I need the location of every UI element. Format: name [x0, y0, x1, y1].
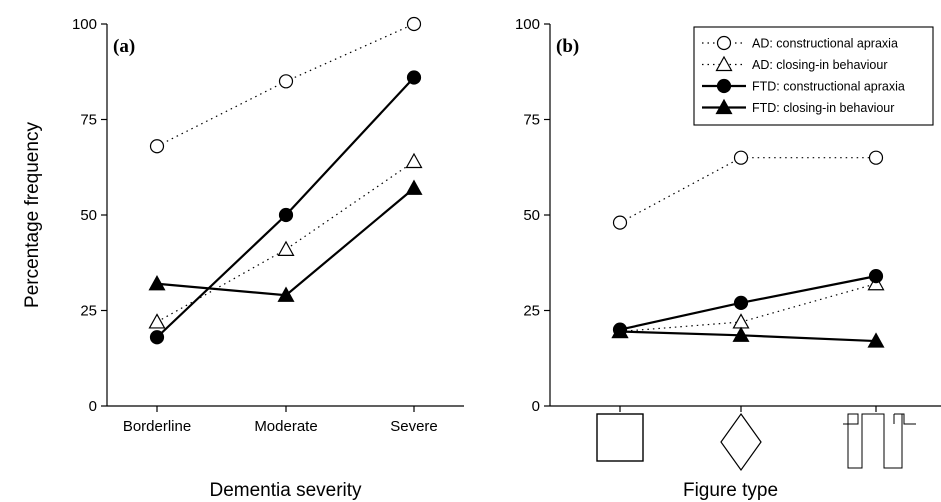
y-tick-label: 0 [89, 398, 97, 415]
diamond-figure-icon [720, 412, 762, 472]
y-tick-label: 50 [80, 207, 97, 224]
complex-figure-icon [843, 413, 916, 469]
marker-AD-closing [732, 313, 750, 329]
legend-label: AD: constructional apraxia [752, 37, 898, 51]
x-axis-title: Figure type [683, 480, 778, 501]
y-tick-label: 75 [80, 112, 97, 129]
marker-AD-apraxia [716, 35, 732, 51]
y-tick-label: 0 [532, 398, 540, 415]
legend-label: FTD: constructional apraxia [752, 80, 905, 94]
legend-box [693, 26, 934, 126]
panel-b: 0 25 50 75 100 Figure type (b) [515, 16, 941, 501]
complex-figure-outline [843, 413, 916, 469]
x-tick-label: Severe [390, 418, 438, 435]
square-figure-icon [596, 413, 644, 462]
x-tick-label: Moderate [254, 418, 317, 435]
legend-label: AD: closing-in behaviour [752, 58, 888, 72]
marker-AD-apraxia [868, 150, 884, 165]
x-tick-label: Borderline [123, 418, 191, 435]
marker-FTD-closing [277, 286, 295, 302]
marker-AD-apraxia [612, 215, 628, 230]
marker-AD-closing [148, 313, 166, 329]
marker-AD-closing [405, 152, 423, 169]
marker-FTD-closing [148, 275, 166, 291]
marker-AD-apraxia [733, 150, 749, 165]
marker-FTD-closing [867, 332, 885, 348]
series-line-AD-closing [619, 283, 877, 333]
legend-label: FTD: closing-in behaviour [752, 101, 894, 115]
marker-FTD-apraxia [278, 207, 294, 223]
panel-label: (b) [556, 36, 579, 57]
marker-FTD-apraxia [868, 269, 884, 284]
marker-FTD-apraxia [149, 330, 165, 345]
y-tick-label: 50 [523, 207, 540, 224]
y-axis-title: Percentage frequency [22, 122, 43, 308]
panel-a: 0 25 50 75 100 Borderline Moderate Severe Dement… [72, 16, 464, 501]
y-tick-label: 25 [523, 303, 540, 320]
marker-FTD-apraxia [733, 295, 749, 310]
y-tick-label: 100 [72, 16, 97, 33]
marker-FTD-closing [611, 322, 629, 339]
marker-FTD-closing [732, 326, 750, 342]
marker-FTD-apraxia [716, 78, 732, 94]
y-tick-label: 100 [515, 16, 540, 33]
marker-FTD-closing [715, 98, 733, 115]
x-axis-title: Dementia severity [209, 480, 362, 501]
legend: AD: constructional apraxia AD: closing-in… [693, 26, 934, 126]
marker-AD-apraxia [149, 139, 165, 154]
panel-label: (a) [113, 36, 135, 57]
marker-AD-apraxia [278, 74, 294, 89]
series-line-AD-apraxia [619, 157, 876, 224]
marker-AD-closing [277, 240, 295, 256]
y-tick-label: 75 [523, 112, 540, 129]
marker-FTD-closing [405, 179, 423, 195]
marker-FTD-apraxia [406, 70, 422, 85]
y-tick-label: 25 [80, 303, 97, 320]
marker-AD-apraxia [406, 16, 422, 32]
marker-AD-closing [715, 55, 733, 72]
